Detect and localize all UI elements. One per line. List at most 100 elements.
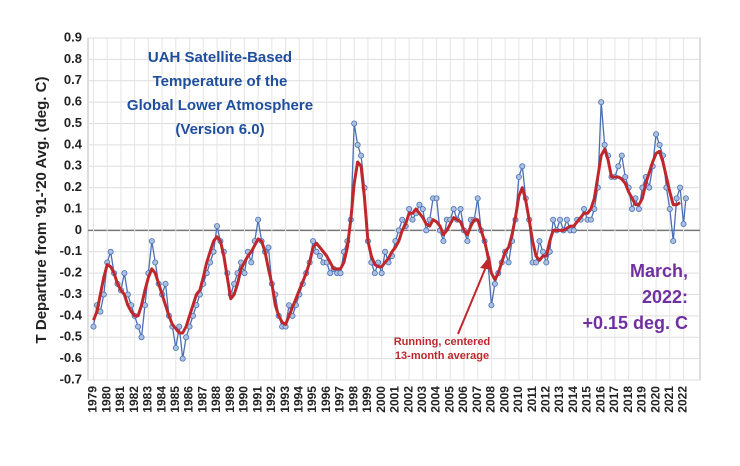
- data-point: [248, 259, 255, 266]
- data-point: [176, 323, 183, 330]
- y-tick-label: 0.1: [64, 200, 82, 215]
- data-point: [313, 248, 320, 255]
- data-point: [533, 259, 540, 266]
- x-tick-label: 1997: [333, 386, 347, 413]
- data-point: [653, 131, 660, 138]
- x-tick-label: 2018: [621, 386, 635, 413]
- data-point: [406, 205, 413, 212]
- x-tick-label: 2020: [648, 386, 662, 413]
- data-point: [179, 355, 186, 362]
- data-point: [358, 152, 365, 159]
- x-tick-label: 1996: [319, 386, 333, 413]
- x-tick-label: 1994: [291, 386, 305, 413]
- x-tick-label: 1984: [154, 386, 168, 413]
- data-point: [107, 248, 114, 255]
- x-tick-label: 1999: [360, 386, 374, 413]
- data-point: [152, 259, 159, 266]
- latest-note: March,: [630, 261, 688, 281]
- y-axis-label: T Departure from '91-'20 Avg. (deg. C): [33, 77, 50, 344]
- x-tick-label: 2007: [470, 386, 484, 413]
- latest-note: +0.15 deg. C: [582, 313, 688, 333]
- data-point: [265, 244, 272, 251]
- data-point: [440, 238, 447, 245]
- y-tick-label: -0.2: [60, 265, 82, 280]
- y-tick-label: 0.4: [64, 136, 83, 151]
- title-line: Temperature of the: [153, 73, 288, 90]
- data-point: [543, 259, 550, 266]
- x-tick-label: 1989: [223, 386, 237, 413]
- data-point: [587, 216, 594, 223]
- x-tick-label: 2016: [593, 386, 607, 413]
- title-line: UAH Satellite-Based: [148, 49, 292, 66]
- data-point: [316, 253, 323, 260]
- data-point: [635, 205, 642, 212]
- x-tick-label: 2011: [525, 386, 539, 412]
- x-tick-label: 2013: [552, 386, 566, 413]
- x-tick-label: 1987: [195, 386, 209, 413]
- data-point: [570, 227, 577, 234]
- x-tick-label: 1983: [141, 386, 155, 413]
- y-tick-label: -0.1: [60, 243, 82, 258]
- data-point: [90, 323, 97, 330]
- x-tick-label: 1980: [99, 386, 113, 413]
- x-tick-label: 2014: [566, 386, 580, 413]
- data-point: [162, 280, 169, 287]
- x-tick-label: 2009: [497, 386, 511, 413]
- y-tick-label: -0.5: [60, 329, 82, 344]
- x-tick-label: 2015: [580, 386, 594, 413]
- x-tick-label: 2006: [456, 386, 470, 413]
- data-point: [677, 184, 684, 191]
- x-tick-label: 2017: [607, 386, 621, 413]
- x-tick-label: 1993: [278, 386, 292, 413]
- x-tick-label: 1990: [237, 386, 251, 413]
- x-tick-label: 2000: [374, 386, 388, 413]
- data-point: [656, 141, 663, 148]
- data-point: [598, 99, 605, 106]
- data-point: [241, 270, 248, 277]
- x-tick-label: 1992: [264, 386, 278, 413]
- data-point: [419, 205, 426, 212]
- y-tick-label: -0.6: [60, 350, 82, 365]
- data-point: [121, 270, 128, 277]
- data-point: [399, 216, 406, 223]
- data-point: [539, 248, 546, 255]
- data-point: [601, 141, 608, 148]
- running-average-line: [92, 147, 681, 335]
- x-tick-label: 2022: [676, 386, 690, 413]
- data-point: [433, 195, 440, 202]
- data-point: [337, 270, 344, 277]
- data-point: [354, 141, 361, 148]
- data-point: [255, 216, 262, 223]
- data-point: [183, 334, 190, 341]
- data-point: [488, 302, 495, 309]
- y-tick-label: 0.3: [64, 158, 82, 173]
- data-point: [213, 223, 220, 230]
- grid: [87, 37, 701, 381]
- y-tick-label: 0.6: [64, 94, 82, 109]
- data-point: [646, 184, 653, 191]
- x-tick-label: 1982: [127, 386, 141, 413]
- x-tick-label: 2004: [429, 386, 443, 413]
- data-point: [550, 216, 557, 223]
- data-point: [670, 238, 677, 245]
- data-point: [409, 216, 416, 223]
- data-point: [450, 205, 457, 212]
- latest-note: 2022:: [642, 287, 688, 307]
- x-tick-label: 1988: [209, 386, 223, 413]
- x-tick-label: 2002: [401, 386, 415, 413]
- data-point: [457, 205, 464, 212]
- title-line: Global Lower Atmosphere: [127, 97, 313, 114]
- y-tick-label: 0.9: [64, 29, 82, 44]
- x-tick-label: 2010: [511, 386, 525, 413]
- data-point: [491, 280, 498, 287]
- data-point: [519, 163, 526, 170]
- data-point: [618, 152, 625, 159]
- data-point: [135, 323, 142, 330]
- running-note: Running, centered: [394, 336, 491, 348]
- data-point: [629, 205, 636, 212]
- x-tick-label: 1981: [113, 386, 127, 413]
- running-note: 13-month average: [395, 350, 489, 362]
- title-line: (Version 6.0): [175, 121, 264, 138]
- data-point: [615, 163, 622, 170]
